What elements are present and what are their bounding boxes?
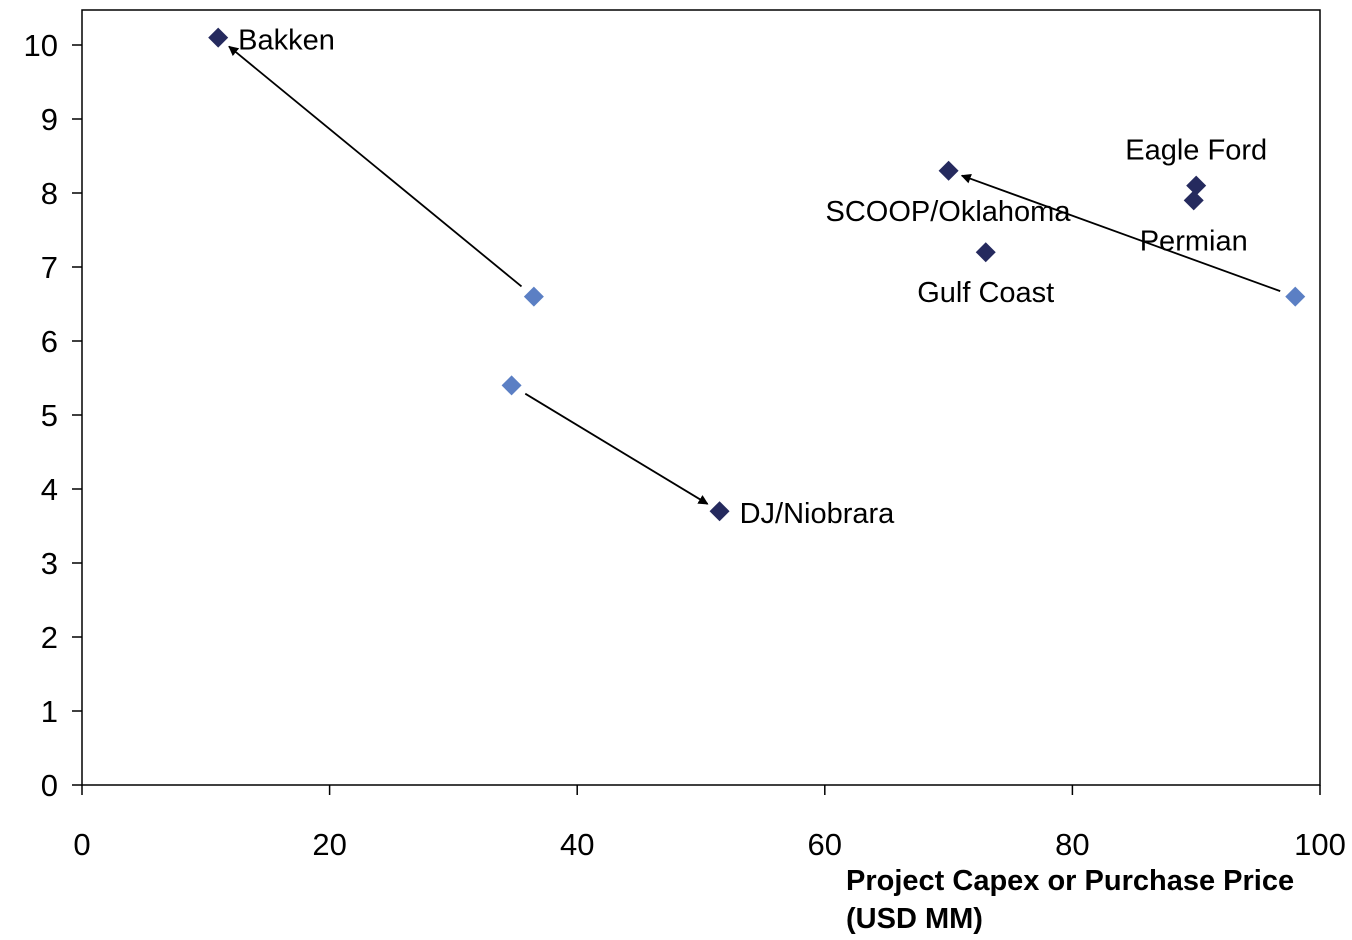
trend-arrow	[960, 173, 1281, 292]
y-tick-label: 1	[41, 694, 58, 729]
x-axis-title-line-1: Project Capex or Purchase Price	[846, 865, 1295, 897]
y-tick-label: 8	[41, 176, 58, 211]
x-axis: 0 20 40 60 80 100	[73, 785, 1346, 862]
y-tick-label: 3	[41, 546, 58, 581]
trend-arrow	[228, 45, 523, 288]
x-tick-label: 60	[808, 827, 842, 862]
trend-arrow	[524, 392, 709, 505]
prior-data-point	[501, 375, 522, 396]
point-label: Bakken	[238, 25, 335, 57]
point-label: Permian	[1140, 225, 1248, 257]
y-tick-label: 0	[41, 768, 58, 803]
point-label: Gulf Coast	[917, 277, 1054, 309]
x-tick-label: 20	[312, 827, 346, 862]
y-tick-label: 7	[41, 250, 58, 285]
current-data-point	[938, 160, 959, 181]
current-data-point	[975, 242, 996, 263]
current-data-point	[1183, 190, 1204, 211]
current-data-point	[208, 27, 229, 48]
x-tick-label: 80	[1055, 827, 1089, 862]
point-label: SCOOP/Oklahoma	[826, 196, 1072, 228]
current-data-point	[709, 501, 730, 522]
arrows	[228, 45, 1281, 505]
point-label: DJ/Niobrara	[740, 498, 896, 530]
data-points	[208, 27, 1306, 522]
x-tick-label: 100	[1294, 827, 1346, 862]
x-axis-title-line-2: (USD MM)	[846, 903, 983, 935]
plot-area-frame	[81, 9, 1321, 786]
prior-data-point	[1285, 286, 1306, 307]
current-data-point	[1186, 175, 1207, 196]
prior-data-point	[523, 286, 544, 307]
point-label: Eagle Ford	[1125, 135, 1267, 167]
y-tick-label: 2	[41, 620, 58, 655]
y-tick-label: 4	[41, 472, 58, 507]
y-tick-label: 5	[41, 398, 58, 433]
x-tick-label: 40	[560, 827, 594, 862]
y-tick-label: 10	[24, 28, 58, 63]
x-axis-title: Project Capex or Purchase Price (USD MM)	[846, 862, 1346, 938]
x-tick-label: 0	[73, 827, 90, 862]
y-tick-label: 9	[41, 102, 58, 137]
y-tick-label: 6	[41, 324, 58, 359]
point-labels: Bakken DJ/Niobrara SCOOP/Oklahoma Gulf Coas…	[238, 25, 1267, 531]
y-axis: 0 1 2 3 4 5 6 7 8 9 10	[24, 28, 82, 803]
